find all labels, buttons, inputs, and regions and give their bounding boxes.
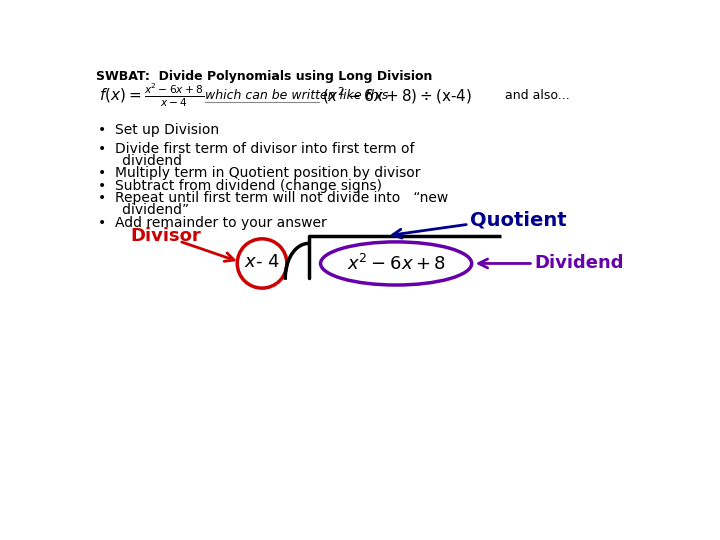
Text: SWBAT:  Divide Polynomials using Long Division: SWBAT: Divide Polynomials using Long Div… xyxy=(96,70,433,83)
Text: $(x^2 - 6x + 8) \div\mathrm{(x\text{-}4)}$: $(x^2 - 6x + 8) \div\mathrm{(x\text{-}4)… xyxy=(323,85,473,106)
Text: and also...: and also... xyxy=(505,89,570,102)
Text: Dividend: Dividend xyxy=(535,254,624,273)
Text: •  Set up Division: • Set up Division xyxy=(98,123,219,137)
Text: •  Subtract from dividend (change signs): • Subtract from dividend (change signs) xyxy=(98,179,382,193)
Text: $x\text{- }4$: $x\text{- }4$ xyxy=(244,253,280,271)
Text: dividend: dividend xyxy=(109,154,181,168)
Text: •  Multiply term in Quotient position by divisor: • Multiply term in Quotient position by … xyxy=(98,166,420,180)
Text: $x^2 - 6x + 8$: $x^2 - 6x + 8$ xyxy=(346,253,446,273)
Text: Divisor: Divisor xyxy=(130,227,201,245)
Text: •  Add remainder to your answer: • Add remainder to your answer xyxy=(98,215,326,230)
Text: Quotient: Quotient xyxy=(469,211,567,230)
Text: dividend”: dividend” xyxy=(109,204,189,218)
Text: •  Repeat until first term will not divide into   “new: • Repeat until first term will not divid… xyxy=(98,191,448,205)
Text: •  Divide first term of divisor into first term of: • Divide first term of divisor into firs… xyxy=(98,142,414,156)
Text: $f(x) = \frac{x^2-6x+8}{x-4}$: $f(x) = \frac{x^2-6x+8}{x-4}$ xyxy=(99,82,204,109)
Text: which can be written like this: which can be written like this xyxy=(204,89,388,102)
